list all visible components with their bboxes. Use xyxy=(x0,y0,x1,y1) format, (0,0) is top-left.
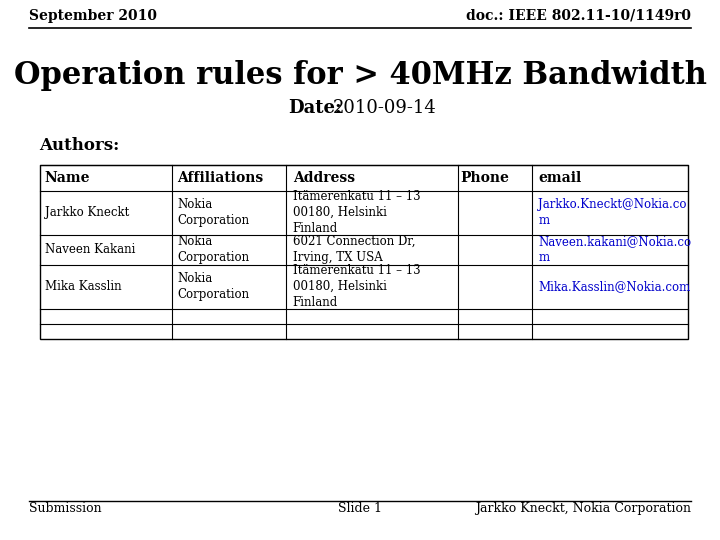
Text: Nokia
Corporation: Nokia Corporation xyxy=(177,272,249,301)
Text: Name: Name xyxy=(45,171,91,185)
Text: Slide 1: Slide 1 xyxy=(338,502,382,515)
Text: Nokia
Corporation: Nokia Corporation xyxy=(177,235,249,264)
Text: 6021 Connection Dr,
Irving, TX USA: 6021 Connection Dr, Irving, TX USA xyxy=(293,235,415,264)
Text: Itämerenkatu 11 – 13
00180, Helsinki
Finland: Itämerenkatu 11 – 13 00180, Helsinki Fin… xyxy=(293,190,420,235)
Text: Jarkko.Kneckt@Nokia.co
m: Jarkko.Kneckt@Nokia.co m xyxy=(539,198,687,227)
Text: Submission: Submission xyxy=(29,502,102,515)
Text: Jarkko Kneckt: Jarkko Kneckt xyxy=(45,206,129,219)
Text: Itämerenkatu 11 – 13
00180, Helsinki
Finland: Itämerenkatu 11 – 13 00180, Helsinki Fin… xyxy=(293,264,420,309)
Text: Date:: Date: xyxy=(288,99,341,117)
Text: Phone: Phone xyxy=(461,171,510,185)
Text: 2010-09-14: 2010-09-14 xyxy=(333,99,436,117)
Text: Jarkko Kneckt, Nokia Corporation: Jarkko Kneckt, Nokia Corporation xyxy=(475,502,691,515)
Text: email: email xyxy=(539,171,582,185)
Text: Mika Kasslin: Mika Kasslin xyxy=(45,280,122,293)
Text: September 2010: September 2010 xyxy=(29,9,157,23)
Text: Naveen Kakani: Naveen Kakani xyxy=(45,243,135,256)
Text: Mika.Kasslin@Nokia.com: Mika.Kasslin@Nokia.com xyxy=(539,280,690,293)
Text: Nokia
Corporation: Nokia Corporation xyxy=(177,198,249,227)
Text: doc.: IEEE 802.11-10/1149r0: doc.: IEEE 802.11-10/1149r0 xyxy=(467,9,691,23)
Text: Affiliations: Affiliations xyxy=(177,171,264,185)
Text: Naveen.kakani@Nokia.co
m: Naveen.kakani@Nokia.co m xyxy=(539,235,691,264)
Text: Address: Address xyxy=(293,171,355,185)
Text: Authors:: Authors: xyxy=(40,137,120,154)
Text: Operation rules for > 40MHz Bandwidth: Operation rules for > 40MHz Bandwidth xyxy=(14,60,706,91)
